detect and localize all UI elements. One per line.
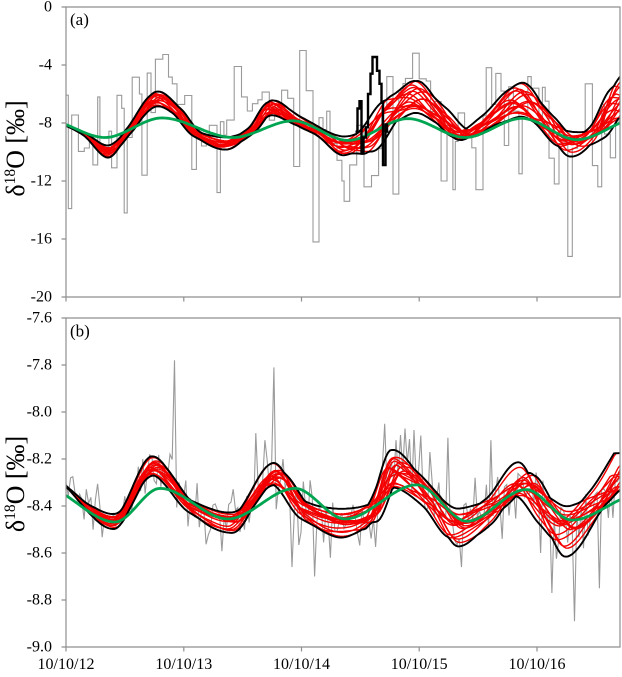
svg-text:10/10/13: 10/10/13 <box>155 656 212 672</box>
svg-text:-8.8: -8.8 <box>27 592 52 609</box>
svg-text:-8.0: -8.0 <box>27 404 52 421</box>
svg-text:-4: -4 <box>39 57 52 74</box>
svg-text:-7.8: -7.8 <box>27 357 52 374</box>
svg-text:10/10/16: 10/10/16 <box>509 656 566 672</box>
svg-text:δ18O [‰]: δ18O [‰] <box>1 100 30 196</box>
svg-text:-20: -20 <box>31 289 52 306</box>
svg-text:10/10/12: 10/10/12 <box>38 656 95 672</box>
svg-text:-8.4: -8.4 <box>27 498 52 515</box>
svg-text:-16: -16 <box>31 231 52 248</box>
svg-text:-7.6: -7.6 <box>27 310 52 327</box>
svg-text:-8.6: -8.6 <box>27 545 52 562</box>
svg-text:10/10/15: 10/10/15 <box>391 656 448 672</box>
svg-text:-8: -8 <box>39 115 52 132</box>
svg-text:(a): (a) <box>70 10 89 29</box>
svg-text:-12: -12 <box>31 173 52 190</box>
svg-text:0: 0 <box>44 0 52 16</box>
svg-text:-8.2: -8.2 <box>27 451 52 468</box>
svg-text:(b): (b) <box>70 322 90 341</box>
svg-text:10/10/14: 10/10/14 <box>273 656 330 672</box>
svg-text:-9.0: -9.0 <box>27 639 52 656</box>
